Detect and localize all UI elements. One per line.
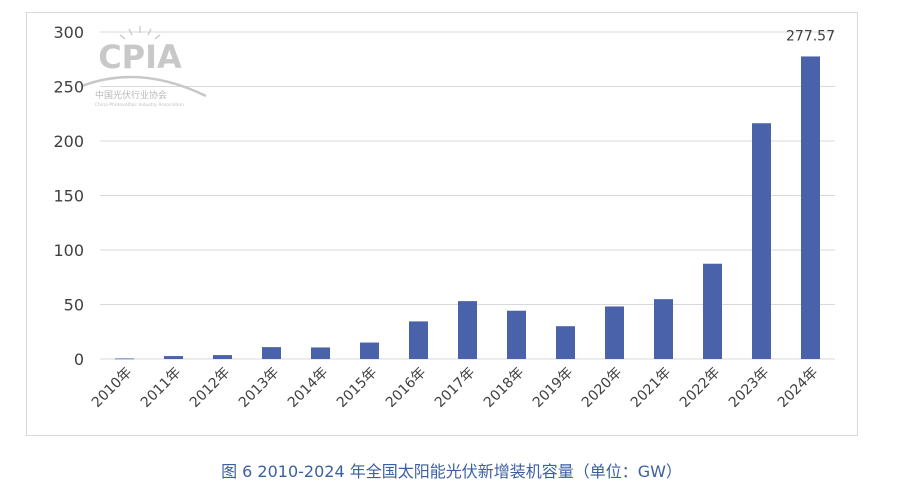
- data-labels: 277.57: [786, 28, 835, 44]
- data-label: 277.57: [786, 28, 835, 44]
- bar: [311, 347, 330, 359]
- chart-frame: [26, 12, 858, 436]
- x-tick-label: 2013年: [236, 365, 282, 411]
- bar: [752, 123, 771, 359]
- x-tick-label: 2015年: [334, 365, 380, 411]
- y-tick-label: 150: [53, 187, 84, 206]
- y-tick-label: 200: [53, 132, 84, 151]
- x-tick-label: 2017年: [432, 365, 478, 411]
- cpia-logo-text: CPIA: [98, 38, 182, 76]
- bar: [605, 306, 624, 359]
- bar: [115, 358, 134, 360]
- x-tick-label: 2011年: [138, 365, 184, 411]
- x-tick-label: 2021年: [628, 365, 674, 411]
- y-axis: 0 50 100 150 200 250 300: [53, 23, 84, 369]
- cpia-watermark: CPIA 中国光伏行业协会 China Photovoltaic Industr…: [81, 26, 207, 108]
- bar-series: [115, 56, 820, 360]
- x-tick-label: 2010年: [89, 365, 135, 411]
- bar: [801, 56, 820, 359]
- x-tick-label: 2024年: [775, 365, 821, 411]
- bar: [556, 326, 575, 359]
- x-tick-label: 2020年: [579, 365, 625, 411]
- cpia-org-cn: 中国光伏行业协会: [95, 89, 167, 101]
- bar: [458, 301, 477, 359]
- bar: [507, 310, 526, 359]
- bar: [213, 355, 232, 359]
- x-tick-label: 2018年: [481, 365, 527, 411]
- x-tick-label: 2012年: [187, 365, 233, 411]
- bar-chart: CPIA 中国光伏行业协会 China Photovoltaic Industr…: [53, 23, 835, 411]
- x-tick-label: 2019年: [530, 365, 576, 411]
- y-tick-label: 100: [53, 241, 84, 260]
- x-tick-label: 2016年: [383, 365, 429, 411]
- y-tick-label: 250: [53, 78, 84, 97]
- bar: [360, 342, 379, 359]
- x-tick-label: 2014年: [285, 365, 331, 411]
- bar: [164, 356, 183, 359]
- bar: [703, 263, 722, 359]
- bar: [409, 321, 428, 359]
- x-axis: 2010年 2011年 2012年 2013年 2014年 2015年 2016年 2017年…: [89, 365, 821, 411]
- y-tick-label: 50: [64, 296, 84, 315]
- bar: [262, 347, 281, 359]
- cpia-org-en: China Photovoltaic Industry Association: [95, 102, 184, 108]
- y-tick-label: 0: [74, 350, 84, 369]
- x-tick-label: 2023年: [726, 365, 772, 411]
- y-tick-label: 300: [53, 23, 84, 42]
- figure-caption: 图 6 2010-2024 年全国太阳能光伏新增装机容量（单位：GW）: [221, 462, 682, 481]
- x-tick-label: 2022年: [677, 365, 723, 411]
- bar: [654, 299, 673, 359]
